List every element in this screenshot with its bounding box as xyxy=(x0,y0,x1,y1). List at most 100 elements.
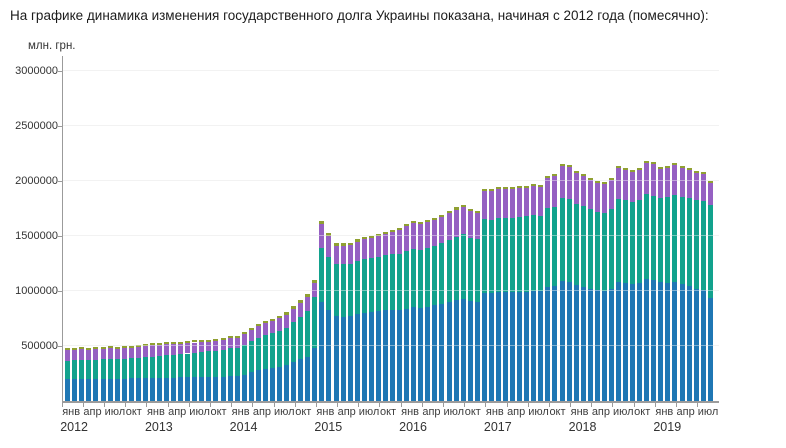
bar-segment-olive xyxy=(651,161,657,164)
bar-segment-blue xyxy=(658,282,664,401)
y-tick-mark xyxy=(58,236,62,237)
x-month-label: июл xyxy=(104,406,126,418)
x-month-label: янв xyxy=(401,406,420,418)
x-month-label: апр xyxy=(83,406,102,418)
x-month-label: янв xyxy=(485,406,504,418)
bar-segment-teal xyxy=(291,322,297,363)
bar-segment-olive xyxy=(206,339,212,342)
gridline-overlay xyxy=(63,70,719,71)
x-tick-mark xyxy=(485,403,487,407)
x-tick-mark xyxy=(104,403,106,407)
bar-segment-olive xyxy=(192,340,198,343)
bar-segment-olive xyxy=(481,188,487,191)
bar-segment-blue xyxy=(630,284,636,401)
bar-segment-teal xyxy=(404,251,410,309)
bar-segment-teal xyxy=(185,353,191,378)
stacked-bar-month-9 xyxy=(128,344,134,401)
x-tick-mark xyxy=(146,403,148,407)
bar-segment-teal xyxy=(178,354,184,378)
bar-segment-purple xyxy=(672,164,678,195)
bar-segment-olive xyxy=(234,335,240,338)
bar-segment-olive xyxy=(665,165,671,168)
stacked-bar-month-35 xyxy=(312,278,318,401)
x-tick-mark xyxy=(654,403,656,407)
bar-segment-teal xyxy=(114,358,120,379)
stacked-bar-month-41 xyxy=(354,237,360,401)
bar-segment-purple xyxy=(637,169,643,201)
bar-segment-teal xyxy=(220,349,226,377)
x-month-label: апр xyxy=(591,406,611,418)
bar-segment-blue xyxy=(545,286,551,401)
bar-segment-purple xyxy=(255,326,261,338)
bar-segment-blue xyxy=(425,306,431,401)
bar-segment-teal xyxy=(707,205,713,299)
bar-segment-olive xyxy=(361,237,367,240)
bar-segment-teal xyxy=(545,208,551,287)
bar-segment-blue xyxy=(481,293,487,401)
bar-segment-blue xyxy=(495,292,501,401)
stacked-bar-month-33 xyxy=(298,298,304,401)
bar-segment-olive xyxy=(248,327,254,330)
bar-segment-blue xyxy=(142,378,148,401)
stacked-bar-month-30 xyxy=(277,314,283,401)
bar-segment-purple xyxy=(312,282,318,297)
stacked-bar-month-89 xyxy=(693,170,699,401)
stacked-bar-month-78 xyxy=(615,164,621,401)
stacked-bar-month-65 xyxy=(524,184,530,401)
bar-segment-purple xyxy=(404,226,410,252)
bar-segment-purple xyxy=(361,239,367,260)
stacked-bar-month-7 xyxy=(114,345,120,401)
bar-segment-olive xyxy=(121,346,127,349)
bar-segment-teal xyxy=(227,348,233,377)
stacked-bar-month-56 xyxy=(460,203,466,401)
stacked-bar-month-84 xyxy=(658,165,664,401)
y-axis-unit-label: млн. грн. xyxy=(28,40,76,52)
stacked-bar-month-40 xyxy=(347,241,353,401)
bar-segment-olive xyxy=(517,186,523,189)
bar-segment-olive xyxy=(319,221,325,224)
x-tick-mark xyxy=(421,403,423,407)
bar-segment-purple xyxy=(227,338,233,349)
gridline xyxy=(63,70,719,71)
bar-segment-purple xyxy=(262,323,268,336)
x-month-label: апр xyxy=(252,406,272,418)
bar-segment-purple xyxy=(65,350,71,361)
x-year-label: 2018 xyxy=(568,420,597,434)
stacked-bar-month-2 xyxy=(79,346,85,401)
x-month-label: апр xyxy=(168,406,187,418)
bar-segment-olive xyxy=(375,233,381,236)
bar-segment-teal xyxy=(411,248,417,307)
x-year-label: 2017 xyxy=(483,420,512,434)
bar-segment-purple xyxy=(121,348,127,359)
bar-segment-blue xyxy=(192,377,198,401)
stacked-bar-month-43 xyxy=(368,234,374,401)
x-month-label: июл xyxy=(528,406,549,418)
bar-segment-purple xyxy=(156,344,162,357)
bar-segment-purple xyxy=(488,191,494,220)
bar-segment-purple xyxy=(573,172,579,204)
bar-segment-olive xyxy=(503,187,508,190)
stacked-bar-month-16 xyxy=(178,340,184,401)
bar-segment-teal xyxy=(354,260,360,315)
bar-segment-purple xyxy=(630,171,636,203)
bar-segment-blue xyxy=(86,379,92,401)
bar-segment-olive xyxy=(573,170,579,173)
bar-segment-blue xyxy=(227,376,233,401)
bar-segment-teal xyxy=(538,215,544,292)
bar-segment-olive xyxy=(298,300,304,303)
x-tick-mark xyxy=(379,403,381,407)
bar-segment-teal xyxy=(156,356,162,378)
bar-segment-purple xyxy=(481,190,487,220)
x-month-label: янв xyxy=(146,406,165,418)
stacked-bar-month-90 xyxy=(700,171,706,401)
stacked-bar-month-45 xyxy=(382,230,388,401)
bar-segment-purple xyxy=(199,341,205,353)
bar-segment-teal xyxy=(213,350,219,377)
bar-segment-purple xyxy=(93,349,99,360)
x-tick-mark xyxy=(612,403,614,407)
x-tick-mark xyxy=(697,403,699,407)
stacked-bar-month-63 xyxy=(510,186,516,401)
bar-segment-blue xyxy=(375,311,381,401)
x-month-label: янв xyxy=(62,406,81,418)
